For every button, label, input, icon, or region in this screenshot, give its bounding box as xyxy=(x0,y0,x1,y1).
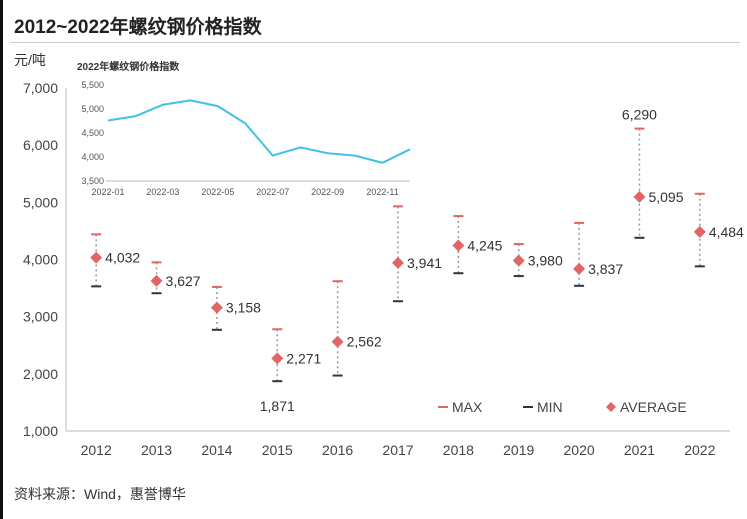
left-accent-bar xyxy=(0,0,3,519)
data-label: 4,484 xyxy=(709,224,744,240)
inset-x-tick-label: 2022-05 xyxy=(201,187,234,197)
average-marker xyxy=(90,251,103,264)
y-tick-label: 2,000 xyxy=(23,366,58,382)
average-marker xyxy=(452,239,465,252)
x-tick-label: 2015 xyxy=(262,442,293,458)
legend-item: MAX xyxy=(438,399,483,415)
x-tick-label: 2014 xyxy=(201,442,232,458)
inset-x-tick-label: 2022-07 xyxy=(256,187,289,197)
y-tick-label: 6,000 xyxy=(23,137,58,153)
data-label: 3,980 xyxy=(528,253,563,269)
average-marker xyxy=(210,301,223,314)
x-tick-label: 2013 xyxy=(141,442,172,458)
x-tick-label: 2021 xyxy=(624,442,655,458)
x-tick-label: 2017 xyxy=(382,442,413,458)
average-marker xyxy=(512,254,525,267)
y-tick-label: 4,000 xyxy=(23,252,58,268)
source-note: 资料来源：Wind，惠誉博华 xyxy=(14,486,186,502)
data-label: 4,245 xyxy=(467,237,502,253)
inset-y-tick-label: 5,000 xyxy=(81,104,104,114)
data-label: 3,941 xyxy=(407,255,442,271)
x-tick-label: 2012 xyxy=(81,442,112,458)
inset-price-line xyxy=(107,99,411,164)
x-tick-label: 2016 xyxy=(322,442,353,458)
data-label: 3,837 xyxy=(588,261,623,277)
average-marker xyxy=(573,262,586,275)
x-tick-label: 2020 xyxy=(564,442,595,458)
x-tick-label: 2022 xyxy=(684,442,715,458)
inset-y-tick-label: 4,500 xyxy=(81,128,104,138)
title-divider xyxy=(10,42,740,43)
inset-chart-title: 2022年螺纹钢价格指数 xyxy=(77,62,180,73)
inset-x-tick-label: 2022-01 xyxy=(91,187,124,197)
y-tick-label: 5,000 xyxy=(23,194,58,210)
y-tick-label: 7,000 xyxy=(23,80,58,96)
y-axis-unit-label: 元/吨 xyxy=(14,52,46,68)
y-tick-label: 3,000 xyxy=(23,309,58,325)
average-marker xyxy=(693,225,706,238)
data-label: 4,032 xyxy=(105,250,140,266)
y-tick-label: 1,000 xyxy=(23,423,58,439)
inset-background xyxy=(70,54,412,204)
average-marker xyxy=(271,352,284,365)
data-label: 5,095 xyxy=(648,189,683,205)
data-label: 1,871 xyxy=(260,398,295,414)
chart-legend: MAX MIN AVERAGE xyxy=(438,399,687,415)
x-tick-label: 2018 xyxy=(443,442,474,458)
x-tick-label: 2019 xyxy=(503,442,534,458)
data-label: 6,290 xyxy=(622,107,657,123)
legend-label: MAX xyxy=(452,399,483,415)
data-label: 2,562 xyxy=(347,334,382,350)
legend-marker xyxy=(606,402,616,412)
inset-x-tick-label: 2022-11 xyxy=(366,187,398,197)
data-label: 2,271 xyxy=(286,350,321,366)
average-marker xyxy=(331,335,344,348)
legend-label: AVERAGE xyxy=(620,399,687,415)
page-title: 2012~2022年螺纹钢价格指数 xyxy=(14,17,262,38)
inset-x-tick-label: 2022-09 xyxy=(311,187,344,197)
inset-y-tick-label: 4,000 xyxy=(81,152,104,162)
average-marker xyxy=(392,256,404,269)
inset-y-tick-label: 3,500 xyxy=(81,176,104,186)
data-label: 3,627 xyxy=(166,273,201,289)
average-marker xyxy=(633,190,646,203)
inset-y-tick-label: 5,500 xyxy=(81,80,104,90)
legend-label: MIN xyxy=(537,399,563,415)
average-marker xyxy=(150,274,163,287)
legend-item: MIN xyxy=(523,399,563,415)
inset-x-tick-label: 2022-03 xyxy=(146,187,179,197)
legend-item: AVERAGE xyxy=(606,399,687,415)
data-label: 3,158 xyxy=(226,300,261,316)
